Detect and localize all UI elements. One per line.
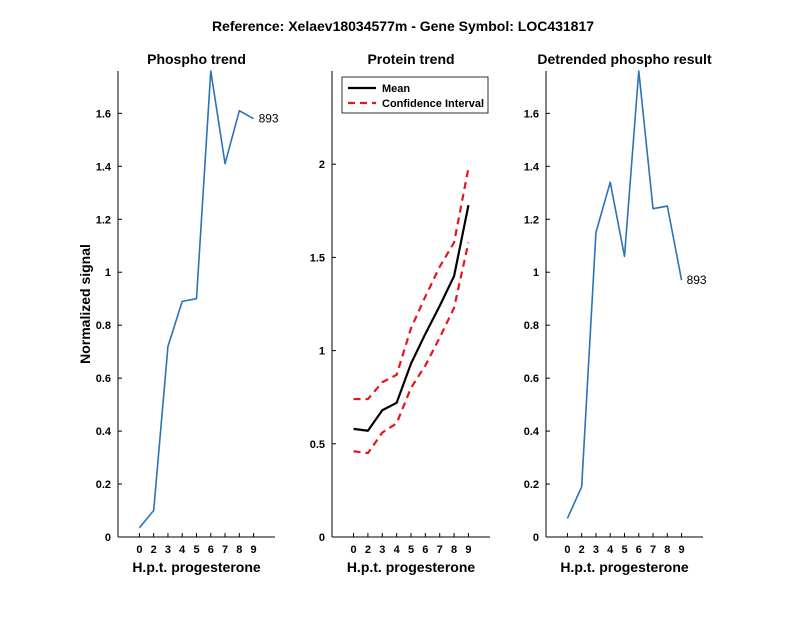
panel-1-xtick-label: 7 [222,544,228,556]
panel-1-xtick-label: 0 [136,544,142,556]
panel-3-ytick-label: 0.6 [524,373,539,385]
panel-3-ytick-label: 1 [533,267,539,279]
panel-3-xtick-label: 7 [650,544,656,556]
panel-2-x-label: H.p.t. progesterone [347,559,476,575]
legend-box [341,76,489,114]
panel-1-y-label: Normalized signal [77,244,93,364]
panel-2-xtick-label: 9 [465,544,471,556]
panel-2-series-2-line [353,167,470,401]
legend-label: Mean [382,83,410,95]
panel-1-ytick-label: 1 [105,267,111,279]
panel-3-ytick-label: 0.4 [524,426,540,438]
panel-3-xtick-label: 2 [579,544,585,556]
panel-1-ytick-label: 0.2 [96,479,111,491]
panel-2-xtick-label: 0 [350,544,356,556]
panel-2-ytick-label: 2 [319,159,325,171]
panel-3-ytick-label: 0.2 [524,479,539,491]
panel-3-xtick-label: 3 [593,544,599,556]
panel-1-ytick-label: 1.6 [96,108,111,120]
panel-3-ytick-label: 1.4 [524,161,540,173]
panel-2-series-1-line [353,204,470,432]
panel-2-ytick-label: 1.5 [310,252,325,264]
panel-1-ytick-label: 0 [105,532,111,544]
panel-2-legend: Mean Confidence Interval [341,76,489,114]
panel-2-series-3-line [353,242,470,455]
panel-1-xtick-label: 4 [179,544,186,556]
panel-1-x-label: H.p.t. progesterone [132,559,261,575]
panel-2-xtick-label: 7 [437,544,443,556]
panel-2-xtick-label: 8 [451,544,457,556]
panel-2-xtick-label: 6 [422,544,428,556]
panel-3-title: Detrended phospho result [537,51,712,67]
panel-1-series-1-line [138,70,254,529]
panel-2-xtick-label: 3 [379,544,385,556]
panel-3-ytick-label: 1.2 [524,214,539,226]
panel-3-x-label: H.p.t. progesterone [560,559,689,575]
panel-3: Detrended phospho result 0 0.2 0.4 0.6 0.8 1 1.… [524,51,712,575]
panel-2-ytick-label: 1 [319,346,325,358]
panel-2-xtick-label: 2 [365,544,371,556]
panel-1-xtick-label: 3 [165,544,171,556]
panel-1-title: Phospho trend [147,51,246,67]
panel-1-ytick-label: 0.4 [96,426,112,438]
panel-1-xtick-label: 9 [251,544,257,556]
panel-1-ytick-label: 1.4 [96,161,112,173]
panel-3-series-annotation: 893 [687,273,707,287]
panel-1-ytick-label: 0.6 [96,373,111,385]
panel-3-series-1-line [566,70,683,519]
panel-3-ytick-label: 0.8 [524,320,539,332]
panel-3-ytick-label: 0 [533,532,539,544]
panel-3-xtick-label: 6 [636,544,642,556]
panel-1-ytick-label: 0.8 [96,320,111,332]
panel-2-ytick-label: 0.5 [310,439,325,451]
panel-3-xtick-label: 4 [607,544,614,556]
panel-1-xtick-label: 5 [193,544,199,556]
panel-1-xtick-label: 2 [151,544,157,556]
panel-1-xtick-label: 8 [236,544,242,556]
panel-3-ytick-label: 1.6 [524,108,539,120]
panel-3-xtick-label: 5 [621,544,627,556]
panel-3-xtick-label: 8 [664,544,670,556]
panel-1-xtick-label: 6 [208,544,214,556]
panel-1-ytick-label: 1.2 [96,214,111,226]
panel-2-title: Protein trend [367,51,454,67]
figure-title: Reference: Xelaev18034577m - Gene Symbol… [212,18,594,34]
panel-2-xtick-label: 5 [408,544,414,556]
panel-3-xtick-label: 9 [679,544,685,556]
panel-1-series-annotation: 893 [259,112,279,126]
panel-3-xtick-label: 0 [564,544,570,556]
panel-2-xtick-label: 4 [394,544,401,556]
legend-label: Confidence Interval [382,98,484,110]
panel-2-ytick-label: 0 [319,532,325,544]
